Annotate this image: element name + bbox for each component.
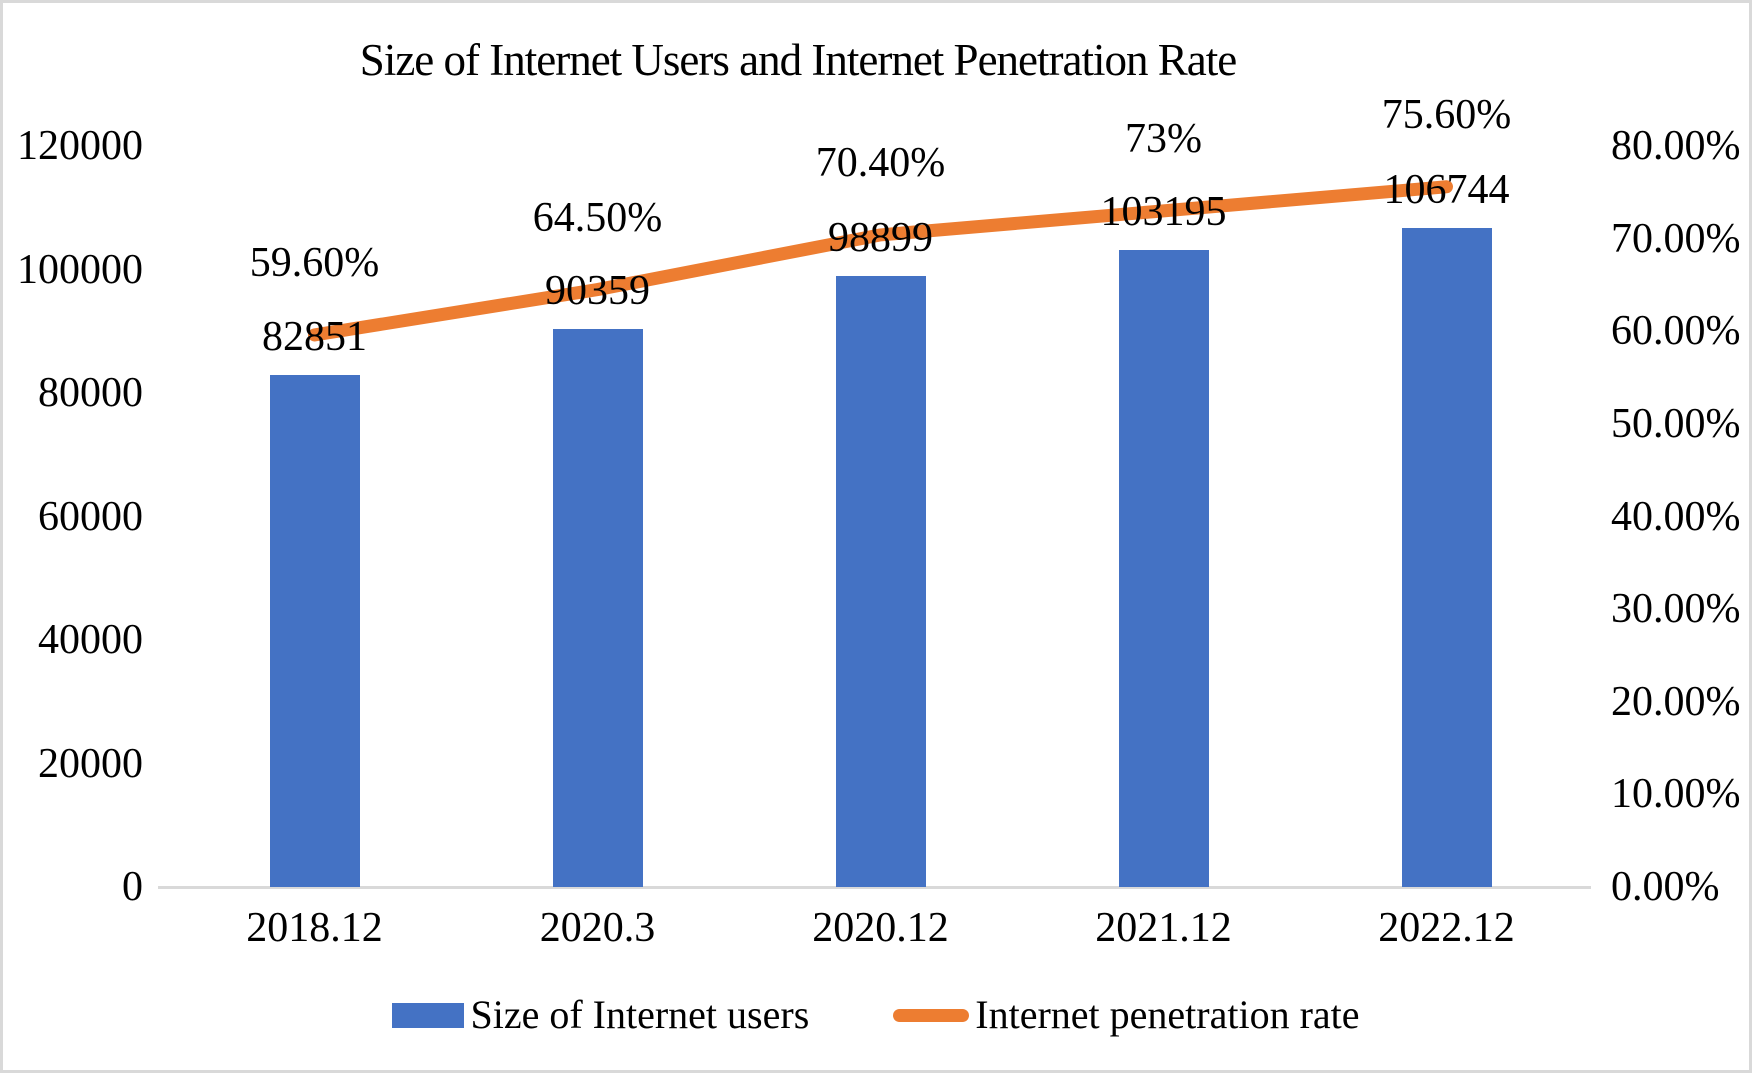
legend-label-line: Internet penetration rate xyxy=(975,992,1360,1037)
rate-value-label: 64.50% xyxy=(532,194,663,241)
bar-2020.12 xyxy=(835,276,926,887)
rate-value-label: 59.60% xyxy=(249,239,380,286)
y-axis-tick-label: 120000 xyxy=(17,123,143,169)
bar-series-swatch-icon xyxy=(392,1002,465,1028)
bar-2018.12 xyxy=(269,375,360,887)
legend-item-bar: Size of Internet users xyxy=(392,995,809,1035)
y2-axis-tick-label: 50.00% xyxy=(1611,400,1741,447)
y2-axis-tick-label: 0.00% xyxy=(1611,864,1720,910)
y-axis-tick-label: 20000 xyxy=(38,740,143,787)
y-axis-tick-label: 80000 xyxy=(38,370,143,416)
rate-value-label: 73% xyxy=(1125,115,1202,162)
bar-2020.3 xyxy=(552,329,643,887)
y-axis-tick-label: 0 xyxy=(122,864,143,910)
bar-value-label: 90359 xyxy=(545,268,650,315)
legend-item-line: Internet penetration rate xyxy=(893,992,1360,1037)
y2-axis-tick-label: 70.00% xyxy=(1611,215,1741,262)
rate-value-label: 75.60% xyxy=(1381,91,1512,138)
y-axis-tick-label: 40000 xyxy=(38,617,143,663)
y2-axis-tick-label: 30.00% xyxy=(1611,586,1741,633)
x-axis-category-label: 2020.3 xyxy=(539,905,656,951)
bar-2021.12 xyxy=(1118,249,1209,887)
y-axis-tick-label: 100000 xyxy=(17,246,143,293)
legend: Size of Internet users Internet penetrat… xyxy=(3,991,1749,1039)
x-axis-category-label: 2018.12 xyxy=(246,905,383,951)
y-axis-tick-label: 60000 xyxy=(38,493,143,540)
bar-value-label: 82851 xyxy=(262,314,367,361)
x-axis-category-label: 2020.12 xyxy=(812,905,949,951)
penetration-rate-line xyxy=(308,180,1453,342)
bar-value-label: 106744 xyxy=(1383,166,1510,213)
line-series-layer xyxy=(308,180,1453,342)
bar-value-label: 103195 xyxy=(1100,188,1227,235)
x-axis-category-label: 2022.12 xyxy=(1378,905,1515,951)
bar-value-label: 98899 xyxy=(828,215,933,262)
chart-title: Size of Internet Users and Internet Pene… xyxy=(359,35,1237,85)
y2-axis-tick-label: 60.00% xyxy=(1611,308,1741,355)
rate-value-label: 70.40% xyxy=(815,139,946,186)
y2-axis-tick-label: 10.00% xyxy=(1611,771,1741,818)
y2-axis-tick-label: 40.00% xyxy=(1611,493,1741,540)
y2-axis-tick-label: 20.00% xyxy=(1611,678,1741,725)
x-axis-category-label: 2021.12 xyxy=(1095,905,1232,951)
bar-2022.12 xyxy=(1401,227,1492,887)
x-axis-baseline xyxy=(158,886,1591,889)
legend-label-bar: Size of Internet users xyxy=(470,992,810,1037)
line-series-swatch-icon xyxy=(893,1008,970,1022)
y2-axis-tick-label: 80.00% xyxy=(1611,123,1741,169)
